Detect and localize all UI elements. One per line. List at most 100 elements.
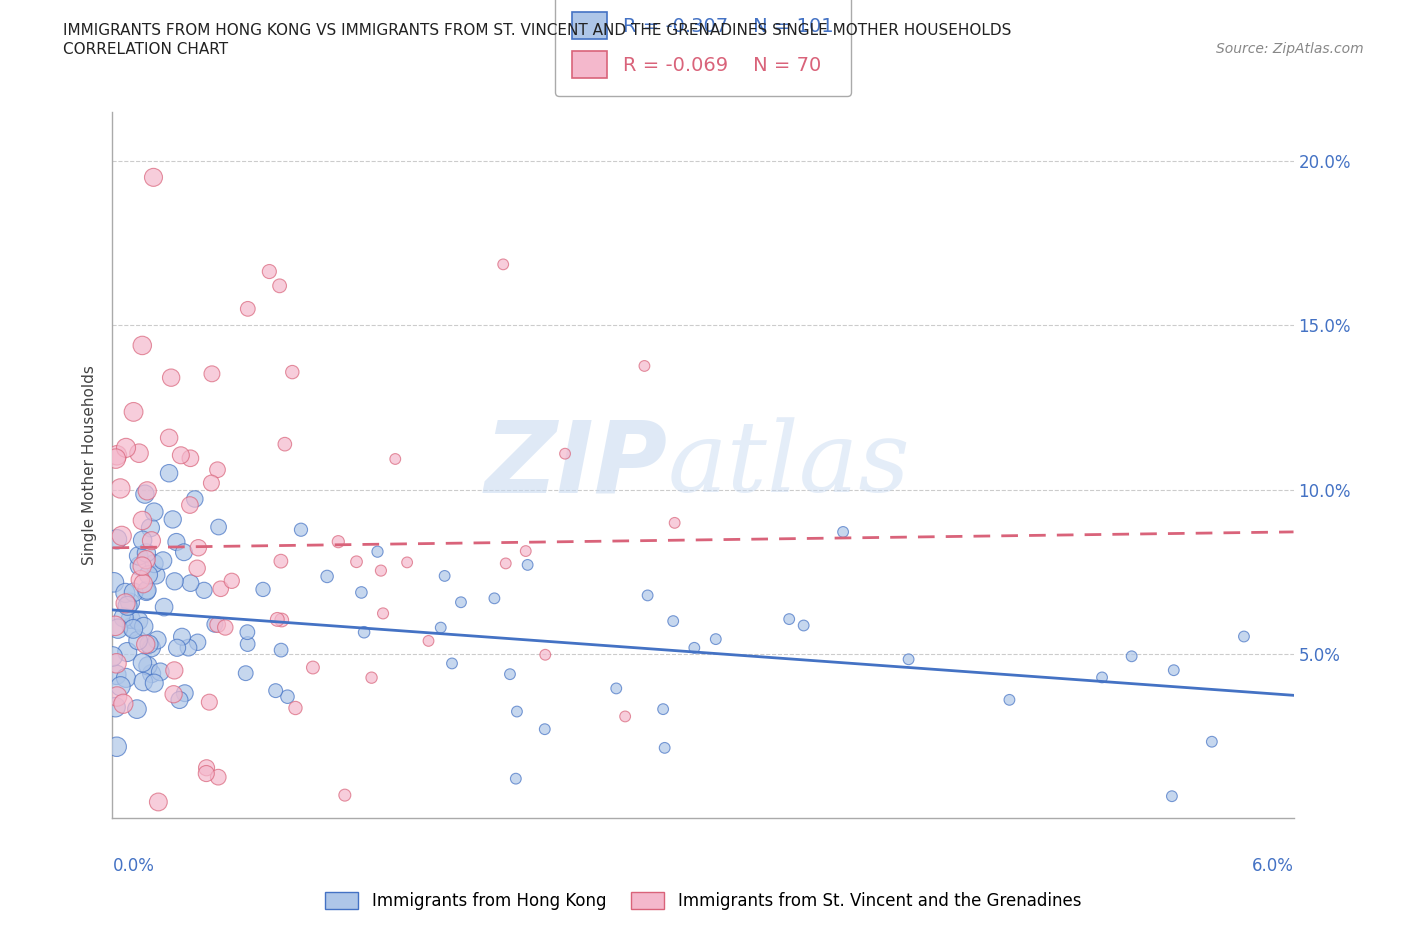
Point — [637, 588, 659, 603]
Point — [173, 685, 195, 700]
Point — [125, 701, 148, 716]
Point — [302, 660, 325, 675]
Point — [353, 625, 375, 640]
Point — [652, 702, 675, 717]
Y-axis label: Single Mother Households: Single Mother Households — [82, 365, 97, 565]
Point — [107, 621, 129, 636]
Point — [142, 170, 165, 185]
Point — [195, 761, 218, 776]
Point — [160, 370, 183, 385]
Point — [198, 695, 221, 710]
Point — [187, 540, 209, 555]
Point — [259, 264, 281, 279]
Point — [350, 585, 373, 600]
Point — [146, 632, 169, 647]
Point — [778, 612, 800, 627]
Point — [236, 625, 259, 640]
Point — [429, 620, 451, 635]
Point — [516, 557, 538, 572]
Point — [270, 553, 292, 568]
Point — [135, 637, 157, 652]
Point — [131, 656, 153, 671]
Point — [128, 549, 150, 564]
Point — [276, 689, 298, 704]
Point — [166, 641, 188, 656]
Point — [110, 481, 132, 496]
Point — [114, 596, 136, 611]
Point — [633, 358, 655, 373]
Point — [169, 693, 191, 708]
Point — [136, 583, 159, 598]
Point — [163, 574, 186, 589]
Point — [152, 553, 174, 568]
Point — [207, 770, 229, 785]
Point — [105, 656, 128, 671]
Point — [136, 484, 159, 498]
Point — [179, 498, 201, 512]
Point — [162, 686, 184, 701]
Point — [163, 663, 186, 678]
Point — [122, 405, 145, 419]
Point — [135, 546, 157, 561]
Point — [105, 448, 128, 463]
Point — [252, 582, 274, 597]
Point — [654, 740, 676, 755]
Point — [128, 445, 150, 460]
Point — [664, 515, 686, 530]
Point — [396, 555, 419, 570]
Point — [112, 610, 135, 625]
Point — [207, 462, 229, 477]
Point — [139, 520, 162, 535]
Point — [515, 544, 537, 559]
Point — [281, 365, 304, 379]
Point — [141, 533, 163, 548]
Point — [1163, 663, 1185, 678]
Point — [105, 739, 128, 754]
Point — [138, 567, 160, 582]
Point — [128, 614, 150, 629]
Point — [200, 475, 222, 490]
Point — [897, 652, 920, 667]
Point — [145, 567, 167, 582]
Point — [207, 520, 229, 535]
Point — [122, 585, 145, 600]
Point — [129, 572, 152, 587]
Point — [440, 656, 463, 671]
Text: ZIP: ZIP — [485, 417, 668, 513]
Point — [270, 613, 292, 628]
Point — [149, 664, 172, 679]
Point — [170, 448, 193, 463]
Point — [105, 668, 128, 683]
Text: 0.0%: 0.0% — [112, 857, 155, 875]
Point — [111, 528, 134, 543]
Text: IMMIGRANTS FROM HONG KONG VS IMMIGRANTS FROM ST. VINCENT AND THE GRENADINES SING: IMMIGRANTS FROM HONG KONG VS IMMIGRANTS … — [63, 23, 1012, 38]
Point — [832, 525, 855, 539]
Point — [143, 504, 166, 519]
Point — [115, 671, 138, 685]
Point — [201, 366, 224, 381]
Point — [505, 771, 527, 786]
Point — [115, 441, 138, 456]
Point — [269, 278, 291, 293]
Point — [614, 709, 637, 724]
Text: atlas: atlas — [668, 418, 910, 512]
Point — [998, 693, 1021, 708]
Point — [115, 644, 138, 659]
Point — [132, 577, 155, 591]
Point — [418, 633, 440, 648]
Point — [1161, 789, 1184, 804]
Text: CORRELATION CHART: CORRELATION CHART — [63, 42, 228, 57]
Point — [236, 637, 259, 652]
Point — [105, 532, 128, 547]
Legend: Immigrants from Hong Kong, Immigrants from St. Vincent and the Grenadines: Immigrants from Hong Kong, Immigrants fr… — [318, 885, 1088, 917]
Point — [266, 612, 288, 627]
Point — [157, 431, 180, 445]
Point — [346, 554, 368, 569]
Point — [121, 619, 143, 634]
Point — [131, 533, 153, 548]
Point — [165, 535, 187, 550]
Point — [209, 581, 232, 596]
Point — [495, 556, 517, 571]
Point — [284, 700, 307, 715]
Point — [264, 684, 287, 698]
